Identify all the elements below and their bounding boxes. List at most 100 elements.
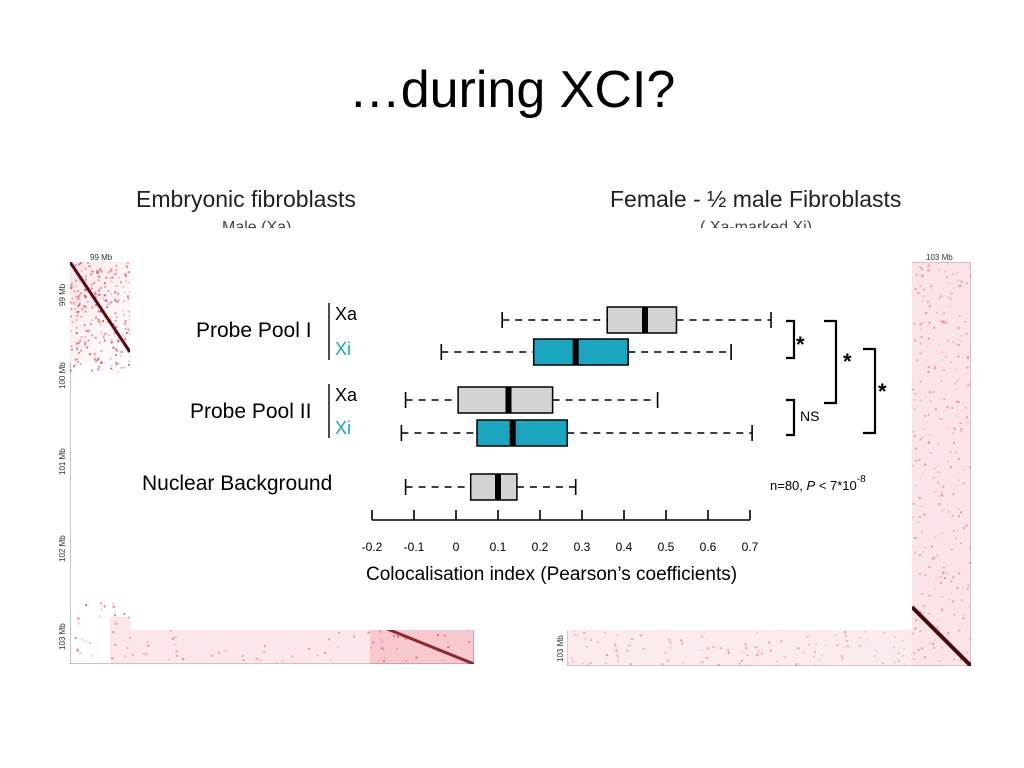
hic-pixel <box>814 643 817 646</box>
hic-pixel <box>957 343 960 346</box>
box-xi <box>476 419 569 447</box>
hic-pixel <box>73 290 76 293</box>
hic-pixel <box>940 532 943 535</box>
hic-pixel <box>117 362 120 365</box>
hic-pixel <box>124 273 127 276</box>
hic-pixel <box>934 536 937 539</box>
hic-pixel <box>941 510 944 513</box>
hic-pixel <box>922 471 925 474</box>
hic-pixel <box>924 573 927 576</box>
hic-pixel <box>573 633 576 636</box>
hic-pixel <box>128 281 131 284</box>
hic-pixel <box>628 644 631 647</box>
hic-pixel <box>87 262 90 265</box>
hic-pixel <box>929 400 932 403</box>
hic-pixel <box>101 320 104 323</box>
hic-pixel <box>933 365 936 368</box>
hic-pixel <box>115 284 118 287</box>
hic-pixel <box>932 391 935 394</box>
hic-pixel <box>631 637 634 640</box>
hic-pixel <box>960 599 963 602</box>
hic-pixel <box>614 643 617 646</box>
hic-pixel <box>813 651 816 654</box>
hic-pixel <box>945 355 948 358</box>
significance-ns-pool2: NS <box>800 408 820 424</box>
hic-pixel <box>93 282 96 285</box>
hic-pixel <box>942 485 945 488</box>
hic-pixel <box>96 270 99 273</box>
colocalisation-chart: -0.2 -0.1 0 0.1 0.2 0.3 0.4 0.5 0.6 0.7 Probe Poo… <box>130 248 912 630</box>
hic-pixel <box>757 650 760 653</box>
hic-pixel <box>914 288 917 291</box>
hic-pixel <box>99 287 102 290</box>
hic-pixel <box>866 638 869 641</box>
hic-pixel <box>898 660 901 663</box>
hic-pixel <box>116 300 119 303</box>
hic-pixel <box>960 428 963 431</box>
hic-pixel <box>666 659 669 662</box>
hic-pixel <box>925 395 928 398</box>
hic-pixel <box>923 513 926 516</box>
hic-pixel <box>174 643 177 646</box>
hic-pixel <box>966 421 969 424</box>
right-panel-subtitle: ( Xa-marked Xi) <box>700 219 813 228</box>
hic-pixel <box>91 283 94 286</box>
hic-pixel <box>941 358 944 361</box>
x-tick-label: 0.7 <box>742 540 759 554</box>
hic-pixel <box>935 576 938 579</box>
hic-pixel <box>70 349 73 352</box>
hic-pixel <box>87 339 90 342</box>
hic-pixel <box>90 319 93 322</box>
hic-pixel <box>949 451 952 454</box>
hic-pixel <box>596 641 599 644</box>
hic-pixel <box>75 316 78 319</box>
hic-pixel <box>913 652 916 655</box>
hic-pixel <box>744 643 747 646</box>
hic-pixel <box>124 327 127 330</box>
hic-pixel <box>99 323 102 326</box>
hic-pixel <box>104 294 107 297</box>
hic-pixel <box>964 406 967 409</box>
hic-pixel <box>327 638 330 641</box>
hic-pixel <box>110 341 113 344</box>
hic-pixel <box>104 285 107 288</box>
hic-pixel <box>100 608 103 611</box>
x-axis-title: Colocalisation index (Pearson’s coeffici… <box>366 564 738 585</box>
hic-pixel <box>126 647 129 650</box>
hic-pixel <box>933 367 936 370</box>
hic-pixel <box>80 269 83 272</box>
hic-pixel <box>382 648 385 651</box>
hic-pixel <box>967 584 970 587</box>
hic-pixel <box>964 321 967 324</box>
hic-pixel <box>168 658 171 661</box>
hic-pixel <box>912 388 915 391</box>
hic-pixel <box>959 285 962 288</box>
hic-pixel <box>116 316 119 319</box>
hic-pixel <box>125 332 128 335</box>
hic-pixel <box>931 557 934 560</box>
hic-pixel <box>468 641 471 644</box>
hic-pixel <box>701 661 704 664</box>
hic-pixel <box>922 604 925 607</box>
hic-pixel <box>89 642 92 645</box>
hic-pixel <box>82 305 85 308</box>
hic-pixel <box>846 644 849 647</box>
hic-pixel <box>77 304 80 307</box>
hic-pixel <box>956 529 959 532</box>
hic-pixel <box>85 330 88 333</box>
hic-pixel <box>90 369 93 372</box>
hic-pixel <box>77 289 80 292</box>
hic-pixel <box>919 285 922 288</box>
hic-pixel <box>740 659 743 662</box>
x-tick-label: 0 <box>453 540 460 554</box>
hic-pixel <box>606 654 609 657</box>
hic-pixel <box>957 286 960 289</box>
hic-pixel <box>797 662 800 665</box>
hic-pixel <box>913 484 916 487</box>
hic-pixel <box>951 514 954 517</box>
hic-pixel <box>117 340 120 343</box>
hic-pixel <box>113 297 116 300</box>
hic-pixel <box>919 438 922 441</box>
hic-pixel <box>337 645 340 648</box>
hic-pixel <box>176 654 179 657</box>
